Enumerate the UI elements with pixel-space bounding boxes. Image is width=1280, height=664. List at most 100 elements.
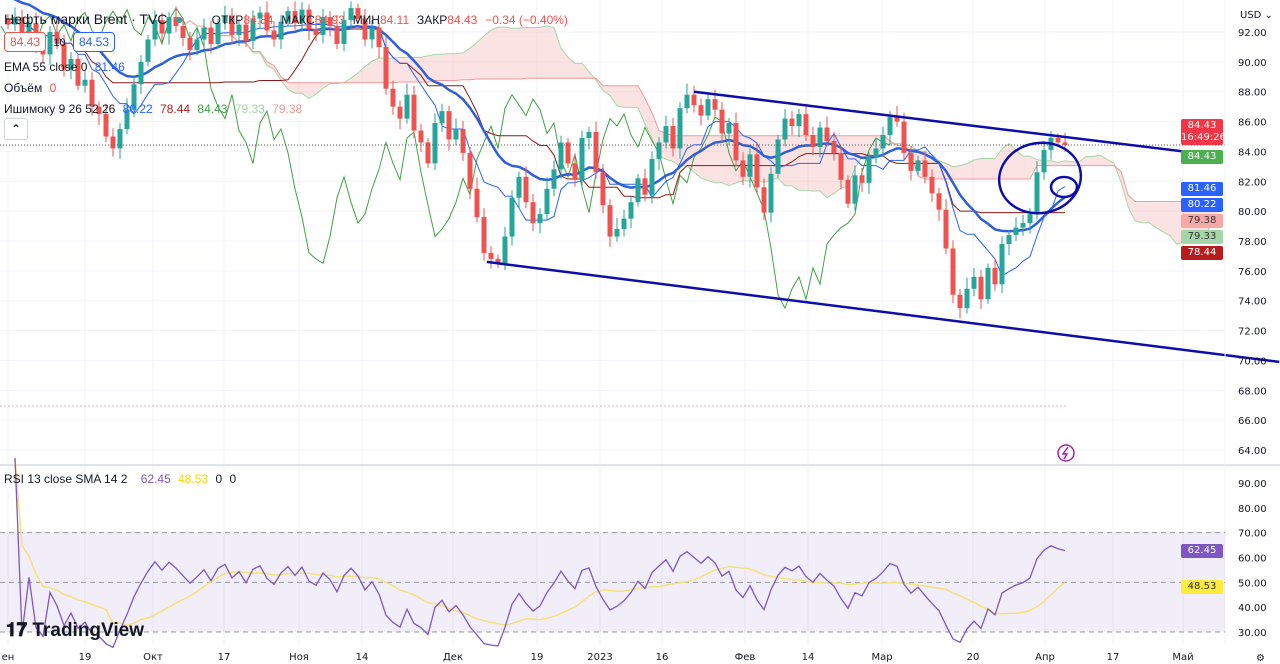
volume-value: 0	[49, 81, 57, 95]
candle	[614, 217, 620, 242]
candle	[537, 208, 543, 234]
candle-body	[733, 123, 739, 161]
candle-body	[1027, 214, 1033, 224]
candle	[740, 152, 746, 186]
candle-body	[1062, 142, 1068, 146]
candle-body	[866, 157, 872, 183]
candle-body	[495, 258, 501, 264]
candle	[453, 118, 459, 146]
time-axis-label: Дек	[443, 652, 463, 663]
candle-body	[236, 24, 242, 35]
tradingview-logo[interactable]: 𝟏𝟕 TradingView	[6, 620, 144, 642]
candle	[110, 128, 116, 157]
candle	[96, 101, 102, 126]
candle	[173, 6, 179, 32]
candle	[292, 1, 298, 30]
candle	[306, 4, 312, 41]
candle-body	[579, 137, 585, 180]
trendline-lower-channel	[486, 260, 1280, 364]
candle	[901, 112, 907, 161]
ichimoku-lead-b-value: 79.38	[272, 102, 303, 116]
candle-body	[173, 17, 179, 27]
time-axis-label: 19	[79, 652, 92, 663]
candle-body	[222, 15, 228, 24]
candle-body	[852, 175, 858, 204]
candle-body	[208, 27, 214, 44]
candle	[775, 135, 781, 179]
ichimoku-legend[interactable]: Ишимоку 9 26 52 26 80.22 78.44 84.43 79.…	[4, 102, 306, 116]
candle	[852, 165, 858, 211]
candle-body	[908, 152, 914, 171]
rsi-sma-value: 48.53	[178, 472, 209, 486]
candle-body	[719, 109, 725, 134]
candle-body	[740, 160, 746, 177]
candle-body	[936, 193, 942, 210]
candle	[978, 270, 984, 309]
candle-body	[572, 163, 578, 180]
candle	[439, 103, 445, 133]
candle	[621, 209, 627, 237]
rsi-label: RSI 13 close SMA 14 2	[4, 472, 128, 486]
candle-body	[418, 130, 424, 143]
candle	[495, 254, 501, 268]
candle-body	[75, 58, 81, 86]
rsi-legend[interactable]: RSI 13 close SMA 14 2 62.45 48.53 0 0	[4, 472, 240, 486]
candle-body	[894, 117, 900, 122]
candle	[12, 7, 18, 32]
candle-body	[992, 267, 998, 285]
candle	[467, 146, 473, 200]
candle-body	[362, 18, 368, 40]
time-axis-label: 16	[656, 652, 669, 663]
candle	[313, 18, 319, 41]
candle-body	[845, 179, 851, 204]
candle-body	[138, 61, 144, 85]
buy-button[interactable]: 84.53	[72, 32, 115, 52]
candle-body	[943, 209, 949, 249]
candle-body	[355, 8, 361, 19]
time-axis-label: Мар	[871, 652, 892, 663]
candle	[82, 70, 88, 93]
candle-body	[54, 32, 60, 44]
candle-body	[964, 288, 970, 309]
ohlc-high-label: МАКС	[281, 13, 315, 27]
candle-body	[166, 17, 172, 34]
settings-icon: ⚙	[1256, 653, 1265, 664]
candle-body	[404, 94, 410, 119]
symbol-title[interactable]: Нефть марки Brent · TVC	[4, 11, 168, 27]
candle-body	[551, 169, 557, 189]
candle-body	[789, 118, 795, 127]
ohlc-high: 84.93	[314, 13, 345, 27]
candle	[474, 177, 480, 223]
candle-body	[607, 205, 613, 237]
candle-body	[705, 99, 711, 116]
price-axis-label: 68.00	[1238, 386, 1267, 397]
price-axis-label: 80.00	[1238, 207, 1267, 218]
candle	[558, 135, 564, 180]
price-tag: 81.46	[1181, 182, 1223, 196]
candle-body	[684, 94, 690, 109]
candle-body	[271, 30, 277, 40]
candle	[397, 100, 403, 130]
rsi-axis-label: 90.00	[1238, 479, 1267, 490]
candle	[54, 20, 60, 50]
candle	[985, 263, 991, 304]
time-axis-label: Фев	[735, 652, 756, 663]
candle-body	[810, 135, 816, 147]
ema-legend[interactable]: EMA 55 close 0 81.46	[4, 60, 129, 74]
candle-body	[390, 88, 396, 107]
price-axis-label: 66.00	[1238, 416, 1267, 427]
candle-body	[922, 160, 928, 177]
lightning-icon	[1061, 446, 1069, 460]
time-axis-label: 17	[218, 652, 231, 663]
collapse-legend-button[interactable]: ⌃	[4, 118, 28, 140]
candle	[1041, 140, 1047, 180]
volume-legend[interactable]: Объём 0	[4, 81, 60, 95]
candle-body	[243, 24, 249, 41]
candle	[768, 167, 774, 223]
candle-body	[950, 248, 956, 295]
candle-body	[334, 26, 340, 44]
sell-button[interactable]: 84.43	[4, 32, 47, 52]
candle-body	[383, 46, 389, 89]
candle-body	[425, 142, 431, 164]
